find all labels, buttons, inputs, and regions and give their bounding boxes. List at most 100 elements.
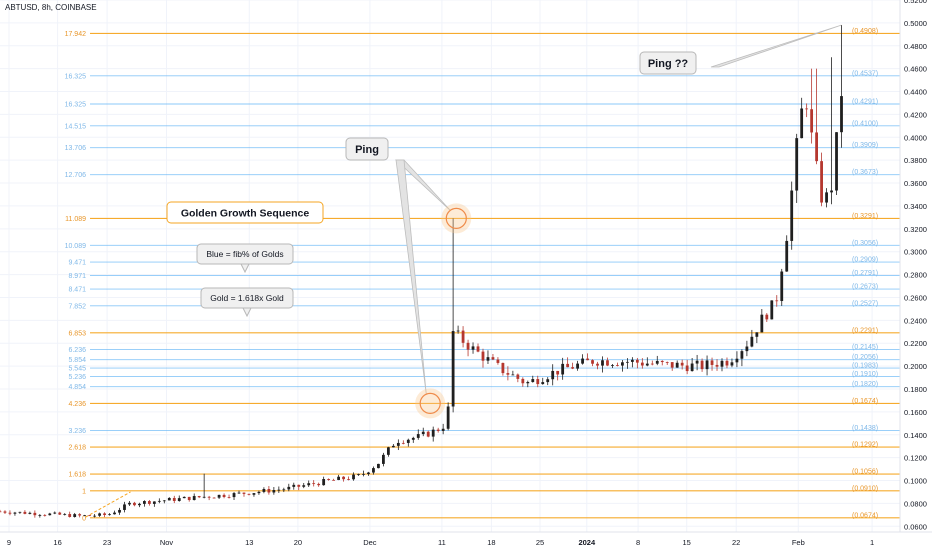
candle-body xyxy=(815,132,819,162)
candle-body xyxy=(700,360,704,370)
callouts: Ping ?? Ping Golden Growth Sequence Blue = … xyxy=(166,51,697,419)
candle-body xyxy=(342,476,345,480)
candle-body xyxy=(232,493,236,498)
fib-price-label: (0.1674) xyxy=(852,398,878,405)
candle-body xyxy=(825,192,828,203)
fib-ratio-label: 8.471 xyxy=(68,287,86,294)
fib-price-label: (0.4537) xyxy=(852,70,878,77)
y-tick-label: 0.1600 xyxy=(904,408,927,417)
y-tick-label: 0.2000 xyxy=(904,362,927,371)
fib-price-label: (0.2527) xyxy=(852,300,878,307)
fib-price-label: (0.1983) xyxy=(852,363,878,370)
candle-body xyxy=(357,474,360,476)
candle-body xyxy=(277,489,281,491)
x-tick-label: 2024 xyxy=(578,538,596,547)
x-tick-label: 15 xyxy=(683,538,691,547)
fib-price-label: (0.3056) xyxy=(852,240,878,247)
candle-body xyxy=(591,360,594,364)
time-axis[interactable]: 9 16 23 Nov 13 20 Dec 11 18 25 2024 8 15 22 Feb 1 xyxy=(0,531,932,547)
candle-body xyxy=(108,514,111,516)
candle-body xyxy=(128,502,131,505)
candle-body xyxy=(456,330,460,332)
x-tick-label: 20 xyxy=(294,538,302,547)
candle-body xyxy=(202,496,206,498)
candle-body xyxy=(760,314,764,333)
y-tick-label: 0.5200 xyxy=(904,0,927,5)
candle-body xyxy=(401,442,405,444)
candle-body xyxy=(630,359,634,362)
callout-ping: Ping xyxy=(345,137,389,161)
candle-body xyxy=(382,454,385,464)
candle-body xyxy=(755,332,759,337)
candle-body xyxy=(710,360,714,365)
y-tick-label: 0.3200 xyxy=(904,225,927,234)
candle-body xyxy=(53,512,57,514)
candle-body xyxy=(267,489,271,493)
fib-ratio-label: 12.706 xyxy=(65,172,87,179)
candle-body xyxy=(391,445,395,448)
candle-body xyxy=(83,515,87,517)
symbol-label: ABTUSD, 8h, COINBASE xyxy=(5,3,97,12)
candle-body xyxy=(337,476,340,480)
candle-body xyxy=(715,364,719,367)
y-tick-label: 0.1000 xyxy=(904,477,927,486)
y-tick-label: 0.2400 xyxy=(904,316,927,325)
y-tick-label: 0.3600 xyxy=(904,179,927,188)
candle-body xyxy=(516,374,520,379)
candle-body xyxy=(327,479,331,480)
candle-body xyxy=(531,379,535,383)
candle-body xyxy=(68,513,72,517)
candle-body xyxy=(118,509,121,513)
candle-body xyxy=(471,346,475,350)
fib-price-label: (0.4908) xyxy=(852,28,878,35)
fib-ratio-label: 4.854 xyxy=(68,384,86,391)
callout-gold-note-tail xyxy=(242,307,252,318)
fib-ratio-label: 1.618 xyxy=(68,472,86,479)
candle-body xyxy=(123,504,126,510)
candle-body xyxy=(257,491,261,494)
candle-body xyxy=(247,493,251,495)
candle-body xyxy=(621,362,624,366)
price-axis[interactable]: 0.5200 0.5000 0.4800 0.4600 0.4400 0.4200 0.40… xyxy=(899,0,927,532)
candle-body xyxy=(292,484,296,487)
candle-body xyxy=(735,358,739,363)
candle-body xyxy=(685,365,689,372)
candle-body xyxy=(650,363,654,365)
candle-body xyxy=(675,362,679,368)
fib-price-label: (0.1438) xyxy=(852,425,878,432)
candle-body xyxy=(182,496,186,499)
candle-body xyxy=(287,486,291,490)
candle-body xyxy=(282,489,286,491)
candle-body xyxy=(28,512,32,514)
candle-body xyxy=(98,513,101,516)
callout-golden-growth-box xyxy=(166,201,324,224)
fib-price-label: (0.2056) xyxy=(852,354,878,361)
candle-body xyxy=(566,363,570,368)
candle-body xyxy=(690,363,694,372)
callout-gold-note-text: Gold = 1.618x Gold xyxy=(210,293,284,303)
y-tick-label: 0.3800 xyxy=(904,156,927,165)
callout-golden-growth: Golden Growth Sequence xyxy=(166,201,324,224)
candle-body xyxy=(347,479,350,480)
ping-leader-lower xyxy=(395,159,427,394)
fib-ratio-label: 6.853 xyxy=(68,330,86,337)
fib-levels: 17.942 (0.4908) 16.325 (0.4537) 16.325 (0.429… xyxy=(65,28,900,522)
candle-body xyxy=(352,474,355,480)
candle-body xyxy=(625,361,629,363)
candle-body xyxy=(187,496,191,501)
fib-price-label: (0.0910) xyxy=(852,485,878,492)
candle-body xyxy=(680,362,684,366)
fib-ratio-label: 1 xyxy=(82,488,86,495)
y-tick-label: 0.0600 xyxy=(904,522,927,531)
candle-body xyxy=(451,331,455,407)
x-tick-label: 22 xyxy=(732,538,740,547)
candle-body xyxy=(830,190,833,193)
candle-body xyxy=(48,513,52,516)
candle-body xyxy=(501,362,505,374)
candle-body xyxy=(795,138,799,191)
candle-body xyxy=(556,370,560,375)
fib-ratio-label: 6.236 xyxy=(68,347,86,354)
